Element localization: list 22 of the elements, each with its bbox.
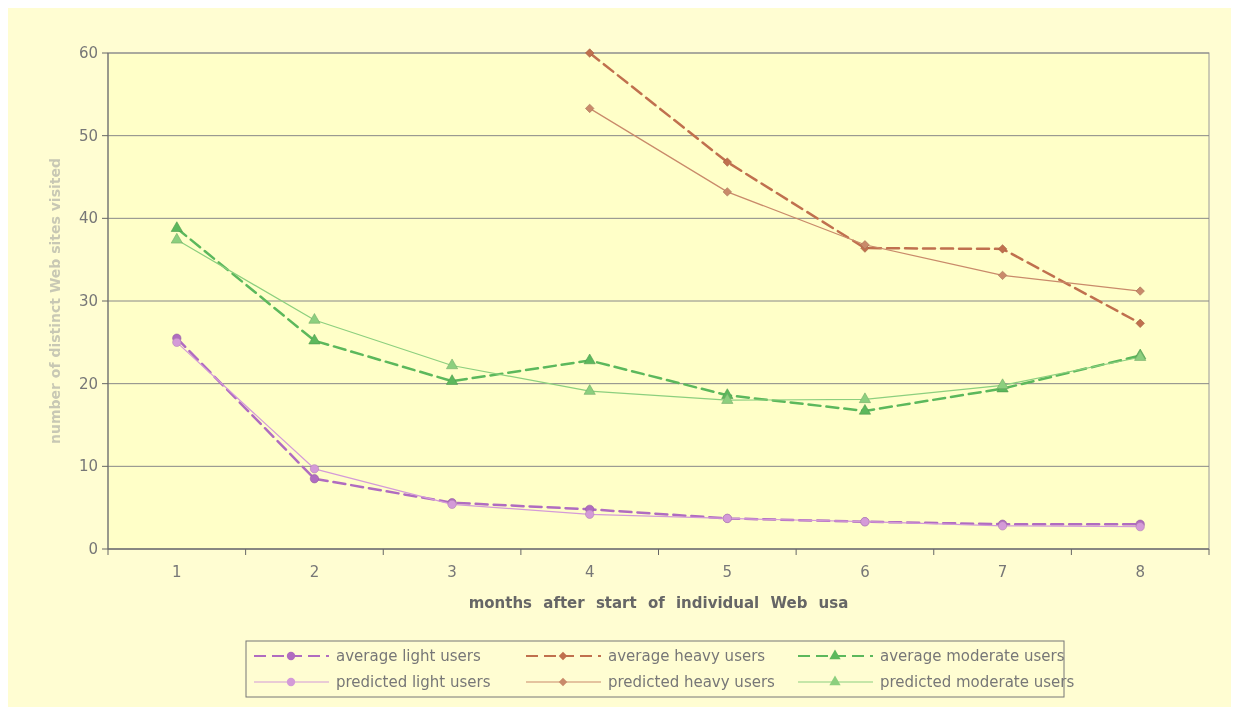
x-axis-title: months after start of individual Web usa (468, 594, 849, 612)
legend-label: average heavy users (608, 647, 766, 665)
y-tick-label: 20 (78, 374, 98, 393)
x-tick-label: 7 (997, 563, 1008, 581)
legend-label: predicted moderate users (880, 673, 1075, 691)
x-tick-label: 6 (860, 563, 870, 581)
legend-label: average moderate users (880, 647, 1065, 665)
x-tick-label: 4 (584, 563, 595, 581)
y-tick-label: 60 (78, 44, 98, 62)
x-tick-label: 5 (722, 563, 733, 581)
x-tick-label: 2 (309, 563, 320, 581)
x-tick-label: 1 (172, 563, 182, 581)
y-tick-label: 40 (78, 209, 98, 228)
y-tick-label: 50 (78, 126, 98, 145)
y-tick-label: 30 (78, 292, 98, 310)
legend-label: predicted heavy users (608, 673, 776, 691)
x-tick-label: 3 (447, 563, 457, 581)
y-tick-label: 10 (78, 457, 98, 476)
y-tick-label: 0 (88, 540, 98, 558)
legend-label: average light users (336, 647, 481, 665)
x-tick-label: 8 (1135, 563, 1145, 581)
legend-label: predicted light users (336, 673, 491, 691)
